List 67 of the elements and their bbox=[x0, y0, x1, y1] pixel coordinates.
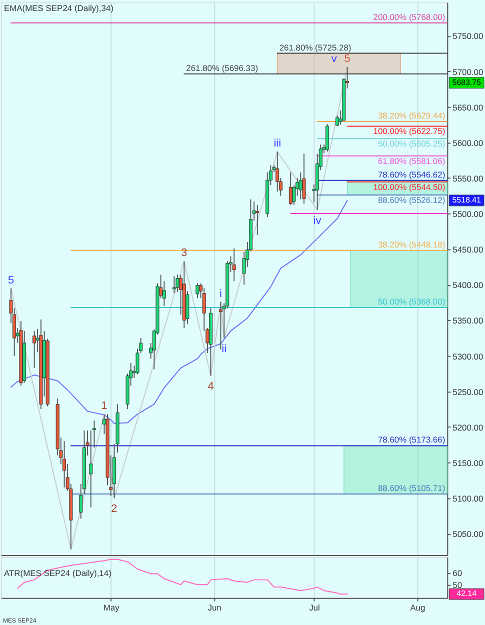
candlestick bbox=[276, 151, 280, 192]
y-tick-label: 5650.00 bbox=[452, 102, 484, 112]
data-label: 261.80% (5725.28) bbox=[279, 42, 352, 52]
data-label: 38.20% (5629.44) bbox=[378, 110, 446, 120]
line-series bbox=[10, 66, 348, 550]
data-label: 261.80% (5696.33) bbox=[186, 62, 258, 73]
data-label: 100.00% (5544.50) bbox=[373, 182, 446, 192]
data-label: 78.60% (5173.66) bbox=[378, 434, 446, 445]
annotation: ii bbox=[222, 342, 227, 355]
data-label: 50.00% (5368.00) bbox=[378, 296, 446, 306]
y-tick-label: 5450.00 bbox=[452, 244, 484, 255]
annotation: 1 bbox=[101, 400, 108, 412]
text: ATR(MES SEP24 (Daily),14) bbox=[4, 568, 112, 578]
data-label: 100.00% (5622.75) bbox=[373, 126, 446, 136]
data-label: 88.60% (5105.71) bbox=[378, 483, 446, 494]
annotation: 5 bbox=[8, 274, 14, 286]
y-tick-label: 5100.00 bbox=[452, 494, 484, 504]
y-tick-label: 5250.00 bbox=[452, 386, 484, 397]
candlestick bbox=[176, 274, 180, 292]
candlestick bbox=[89, 430, 93, 508]
annotation: 5518.41 bbox=[452, 195, 482, 204]
annotation: 4 bbox=[208, 380, 214, 393]
data-label: 200.00% (5768.00) bbox=[373, 12, 446, 22]
candlestick bbox=[219, 301, 222, 350]
y-tick-label: 50 bbox=[452, 580, 462, 590]
candlestick bbox=[62, 440, 66, 488]
y-tick-label: 5350.00 bbox=[452, 316, 484, 326]
annotation: i bbox=[220, 288, 222, 300]
annotation: iii bbox=[274, 138, 281, 150]
y-tick-label: 5700.00 bbox=[452, 66, 484, 77]
y-tick-label: 5500.00 bbox=[452, 209, 484, 220]
candlestick bbox=[326, 123, 330, 152]
data-label: 88.60% (5526.12) bbox=[378, 194, 446, 205]
data-label: 78.60% (5546.62) bbox=[378, 169, 446, 180]
y-tick-label: 5600.00 bbox=[452, 138, 484, 148]
chart-title: EMA(MES SEP24 (Daily),34) bbox=[4, 3, 114, 14]
annotation: 5 bbox=[344, 53, 350, 66]
annotation: 5683.75 bbox=[452, 78, 482, 87]
annotation: 42.14 bbox=[456, 589, 478, 598]
x-tick-label: Aug bbox=[410, 602, 426, 612]
data-label: 50.00% (5605.25) bbox=[378, 138, 446, 149]
annotation: 3 bbox=[181, 247, 188, 260]
candlestick bbox=[336, 114, 340, 127]
x-tick-label: May bbox=[103, 602, 120, 612]
x-tick-label: Jun bbox=[208, 602, 222, 612]
candlestick bbox=[32, 330, 36, 368]
candlestick bbox=[196, 282, 200, 299]
data-label: 61.80% (5581.06) bbox=[378, 156, 446, 166]
y-tick-label: 5750.00 bbox=[452, 31, 484, 42]
x-tick-label: Jul bbox=[309, 602, 320, 612]
y-tick-label: 5400.00 bbox=[452, 280, 484, 290]
candlestick bbox=[172, 276, 176, 294]
annotation: 2 bbox=[111, 503, 118, 516]
annotation: iv bbox=[313, 214, 322, 227]
annotation: v bbox=[331, 53, 338, 66]
y-tick-label: 5300.00 bbox=[452, 351, 484, 362]
y-tick-label: 5050.00 bbox=[452, 529, 484, 540]
candlestick bbox=[256, 204, 260, 236]
data-label: 38.20% (5448.18) bbox=[378, 239, 446, 250]
y-tick-label: 60 bbox=[452, 568, 462, 578]
candlestick bbox=[302, 153, 306, 204]
candlestick bbox=[92, 420, 96, 448]
y-tick-label: 5550.00 bbox=[452, 173, 484, 184]
line-series bbox=[10, 200, 348, 424]
y-tick-label: 5200.00 bbox=[452, 422, 484, 432]
y-tick-label: 5150.00 bbox=[452, 458, 484, 468]
candlestick bbox=[232, 248, 236, 282]
